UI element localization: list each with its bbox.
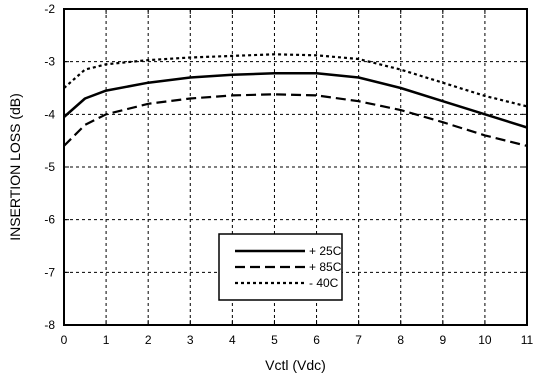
legend-label-3: - 40C [309,276,339,290]
x-tick-label: 9 [439,333,446,347]
grid-lines [64,9,527,325]
series-layer [63,53,528,147]
x-tick-label: 0 [61,333,68,347]
y-axis-label: INSERTION LOSS (dB) [7,93,23,241]
x-tick-label: 2 [145,333,152,347]
x-tick-label: 8 [397,333,404,347]
y-tick-label: -7 [44,265,55,279]
legend-label-2: + 85C [309,260,342,274]
x-tick-label: 7 [355,333,362,347]
y-tick-label: -2 [44,2,55,16]
x-tick-label: 10 [478,333,492,347]
x-tick-label: 4 [229,333,236,347]
x-tick-label: 6 [313,333,320,347]
x-tick-label: 1 [103,333,110,347]
x-tick-label: 3 [187,333,194,347]
x-axis-label: Vctl (Vdc) [265,357,326,373]
series-line-2 [63,93,528,147]
y-tick-label: -4 [44,107,55,121]
x-tick-label: 11 [521,333,534,347]
y-tick-label: -6 [44,213,55,227]
x-tick-label: 5 [271,333,278,347]
legend: + 25C + 85C - 40C [218,233,343,301]
y-tick-label: -5 [44,160,55,174]
series-line-1 [63,72,528,129]
legend-label-1: + 25C [309,244,342,258]
y-tick-label: -8 [44,318,55,332]
tick-marks [63,8,528,326]
series-line-3 [63,53,528,108]
y-tick-label: -3 [44,55,55,69]
tick-labels: 0 1 2 3 4 5 6 7 8 9 10 11 -8 -7 -6 -5 -4 -3 -2 [44,2,533,347]
